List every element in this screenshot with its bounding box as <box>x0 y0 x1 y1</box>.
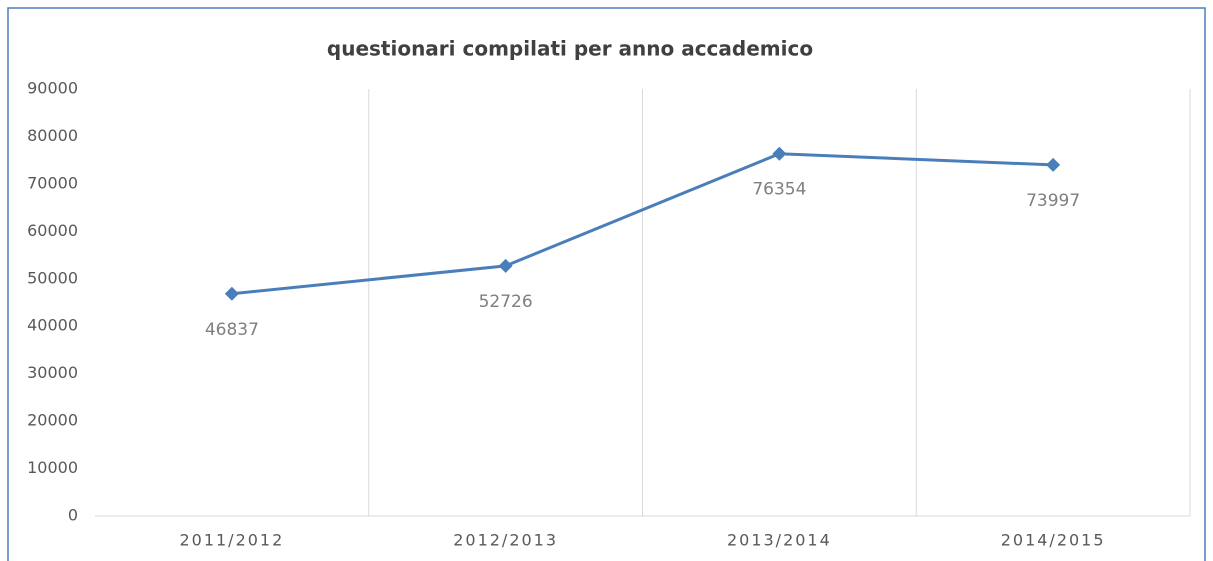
y-tick-label: 40000 <box>27 316 78 335</box>
marker <box>498 258 513 273</box>
x-tick-label: 2013/2014 <box>727 531 832 550</box>
data-label: 52726 <box>479 292 533 312</box>
marker <box>224 286 239 301</box>
x-tick-label: 2014/2015 <box>1001 531 1106 550</box>
data-label: 76354 <box>752 180 806 200</box>
y-tick-label: 90000 <box>27 79 78 98</box>
y-tick-label: 20000 <box>27 411 78 430</box>
y-tick-label: 70000 <box>27 173 78 192</box>
data-label: 73997 <box>1026 191 1080 211</box>
y-tick-label: 80000 <box>27 126 78 145</box>
y-tick-label: 10000 <box>27 458 78 477</box>
x-tick-label: 2011/2012 <box>179 531 284 550</box>
chart-title: questionari compilati per anno accademic… <box>327 37 813 61</box>
marker <box>772 146 787 161</box>
x-tick-label: 2012/2013 <box>453 531 558 550</box>
frame <box>7 7 1206 561</box>
data-label: 46837 <box>205 320 259 340</box>
y-tick-label: 50000 <box>27 268 78 287</box>
y-tick-label: 0 <box>68 506 78 525</box>
y-tick-label: 60000 <box>27 221 78 240</box>
series-line <box>231 152 1054 296</box>
y-tick-label: 30000 <box>27 363 78 382</box>
marker <box>1046 157 1061 172</box>
